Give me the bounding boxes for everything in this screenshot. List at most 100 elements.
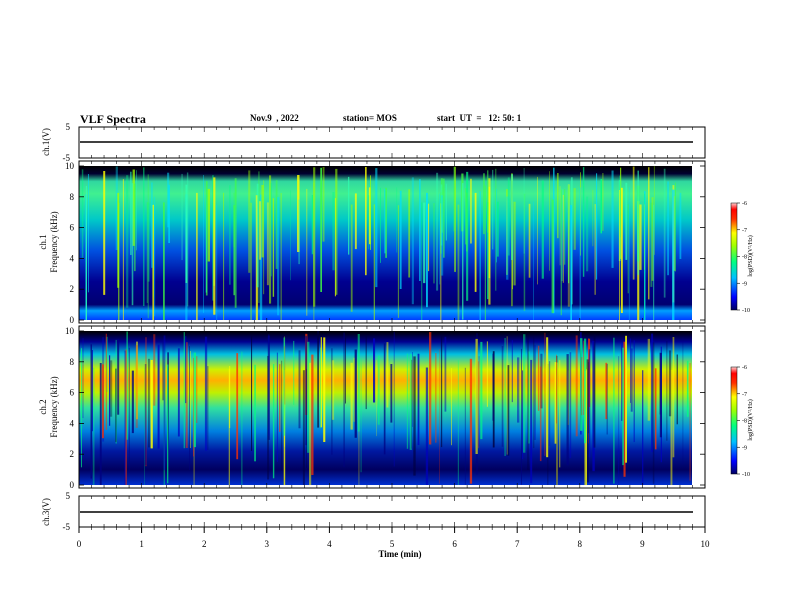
spectrogram-streak bbox=[134, 183, 136, 272]
freq-tick-label: 6 bbox=[70, 223, 75, 233]
spectrogram-streak bbox=[241, 351, 243, 485]
spectrogram-streak bbox=[618, 356, 620, 485]
chart-title: VLF Spectra bbox=[80, 112, 146, 126]
spectrogram-streak bbox=[511, 340, 513, 403]
spectrogram-streak bbox=[600, 179, 602, 234]
spectrogram-streak bbox=[689, 363, 691, 481]
spectrogram-streak bbox=[375, 168, 378, 288]
spectrogram-streak bbox=[131, 370, 134, 434]
spectrogram-streak bbox=[425, 367, 429, 485]
spectrogram-streak bbox=[533, 337, 535, 449]
spectrogram-streak bbox=[263, 180, 265, 295]
spectrogram-streak bbox=[281, 360, 283, 471]
freq-tick-label: 6 bbox=[70, 388, 75, 398]
ch3-ytick-bottom: -5 bbox=[63, 522, 71, 532]
spectrogram-streak bbox=[421, 202, 423, 320]
spectrogram-streak bbox=[630, 348, 633, 412]
spectrogram-streak bbox=[115, 339, 117, 444]
spectrogram-streak bbox=[331, 360, 335, 420]
spectrogram-streak bbox=[163, 202, 165, 320]
spectrogram-streak bbox=[213, 177, 216, 315]
spectrogram-streak bbox=[568, 356, 570, 411]
x-tick-label: 8 bbox=[578, 539, 583, 549]
spectrogram-streak bbox=[320, 347, 322, 428]
spectrogram-streak bbox=[311, 195, 313, 255]
spectrogram-streak bbox=[621, 342, 623, 421]
freq-tick-label: 2 bbox=[70, 284, 75, 294]
spectrogram-streak bbox=[196, 192, 198, 320]
spectrogram-streak bbox=[105, 333, 107, 430]
spectrogram-streak bbox=[322, 167, 325, 242]
spectrogram-streak bbox=[495, 168, 497, 291]
spectrogram-streak bbox=[593, 334, 596, 448]
spectrogram-streak bbox=[567, 184, 570, 307]
spectrogram-streak bbox=[279, 364, 281, 432]
spectrogram-streak bbox=[223, 192, 225, 320]
spectrogram-streak bbox=[613, 337, 615, 484]
date-label: Nov.9 , 2022 bbox=[250, 113, 299, 123]
ch2-spec-ylabel-2: Frequency (kHz) bbox=[49, 376, 59, 437]
spectrogram-streak bbox=[539, 366, 542, 462]
freq-tick-label: 4 bbox=[70, 253, 75, 263]
spectrogram-streak bbox=[474, 192, 477, 292]
colorbar-tick-label: -6 bbox=[742, 365, 747, 371]
spectrogram-streak bbox=[277, 197, 280, 316]
spectrogram-streak bbox=[313, 167, 316, 307]
spectrogram-streak bbox=[580, 338, 583, 431]
spectrogram-streak bbox=[272, 198, 275, 297]
spectrogram-streak bbox=[136, 341, 138, 420]
freq-tick-label: 8 bbox=[70, 192, 75, 202]
spectrogram-streak bbox=[462, 183, 464, 320]
spectrogram-streak bbox=[619, 190, 620, 320]
spectrogram-streak bbox=[125, 349, 127, 485]
spectrogram-streak bbox=[412, 352, 413, 427]
spectrogram-streak bbox=[439, 193, 441, 285]
spectrogram-streak bbox=[488, 186, 491, 279]
spectrogram-streak bbox=[193, 352, 196, 448]
spectrogram-streak bbox=[105, 336, 108, 393]
spectrogram-streak bbox=[229, 366, 231, 428]
spectrogram-streak bbox=[484, 185, 486, 320]
spectrogram-streak bbox=[569, 352, 572, 458]
ch3-ylabel: ch.3(V) bbox=[41, 498, 51, 526]
freq-tick-label: 10 bbox=[65, 326, 75, 336]
spectrogram-streak bbox=[659, 352, 662, 438]
spectrogram-streak bbox=[548, 361, 551, 446]
spectrogram-streak bbox=[507, 365, 510, 456]
spectrogram-streak bbox=[584, 338, 587, 444]
spectrogram-streak bbox=[135, 345, 138, 428]
spectrogram-streak bbox=[686, 360, 689, 417]
spectrogram-streak bbox=[396, 187, 398, 253]
spectrogram-streak bbox=[350, 362, 353, 430]
spectrogram-streak bbox=[306, 188, 308, 316]
spectrogram-streak bbox=[385, 187, 387, 258]
spectrogram-streak bbox=[99, 363, 102, 485]
spectrogram-streak bbox=[586, 196, 589, 272]
spectrogram-streak bbox=[682, 337, 684, 465]
spectrogram-streak bbox=[556, 355, 558, 485]
spectrogram-streak bbox=[672, 337, 675, 458]
spectrogram-streak bbox=[152, 205, 154, 297]
spectrogram-streak bbox=[185, 342, 188, 448]
station-label: station= MOS bbox=[343, 113, 397, 123]
spectrogram-streak bbox=[185, 184, 188, 283]
spectrogram-streak bbox=[85, 185, 87, 320]
colorbar-tick-label: -8 bbox=[742, 419, 747, 425]
spectrogram-streak bbox=[154, 196, 156, 317]
spectrogram-streak bbox=[533, 344, 536, 440]
spectrogram-streak bbox=[586, 359, 589, 483]
spectrogram-streak bbox=[496, 201, 499, 257]
freq-tick-label: 4 bbox=[70, 418, 75, 428]
spectrogram-streak bbox=[549, 171, 550, 271]
spectrogram-streak bbox=[487, 202, 489, 300]
spectrogram-streak bbox=[579, 187, 581, 320]
spectrogram-streak bbox=[368, 195, 370, 250]
spectrogram-streak bbox=[479, 191, 481, 320]
spectrogram-streak bbox=[496, 188, 497, 263]
spectrogram-streak bbox=[423, 202, 426, 284]
spectrogram-streak bbox=[622, 347, 624, 466]
spectrogram-streak bbox=[619, 175, 621, 238]
spectrogram-streak bbox=[195, 356, 198, 423]
spectrogram-streak bbox=[150, 360, 153, 449]
